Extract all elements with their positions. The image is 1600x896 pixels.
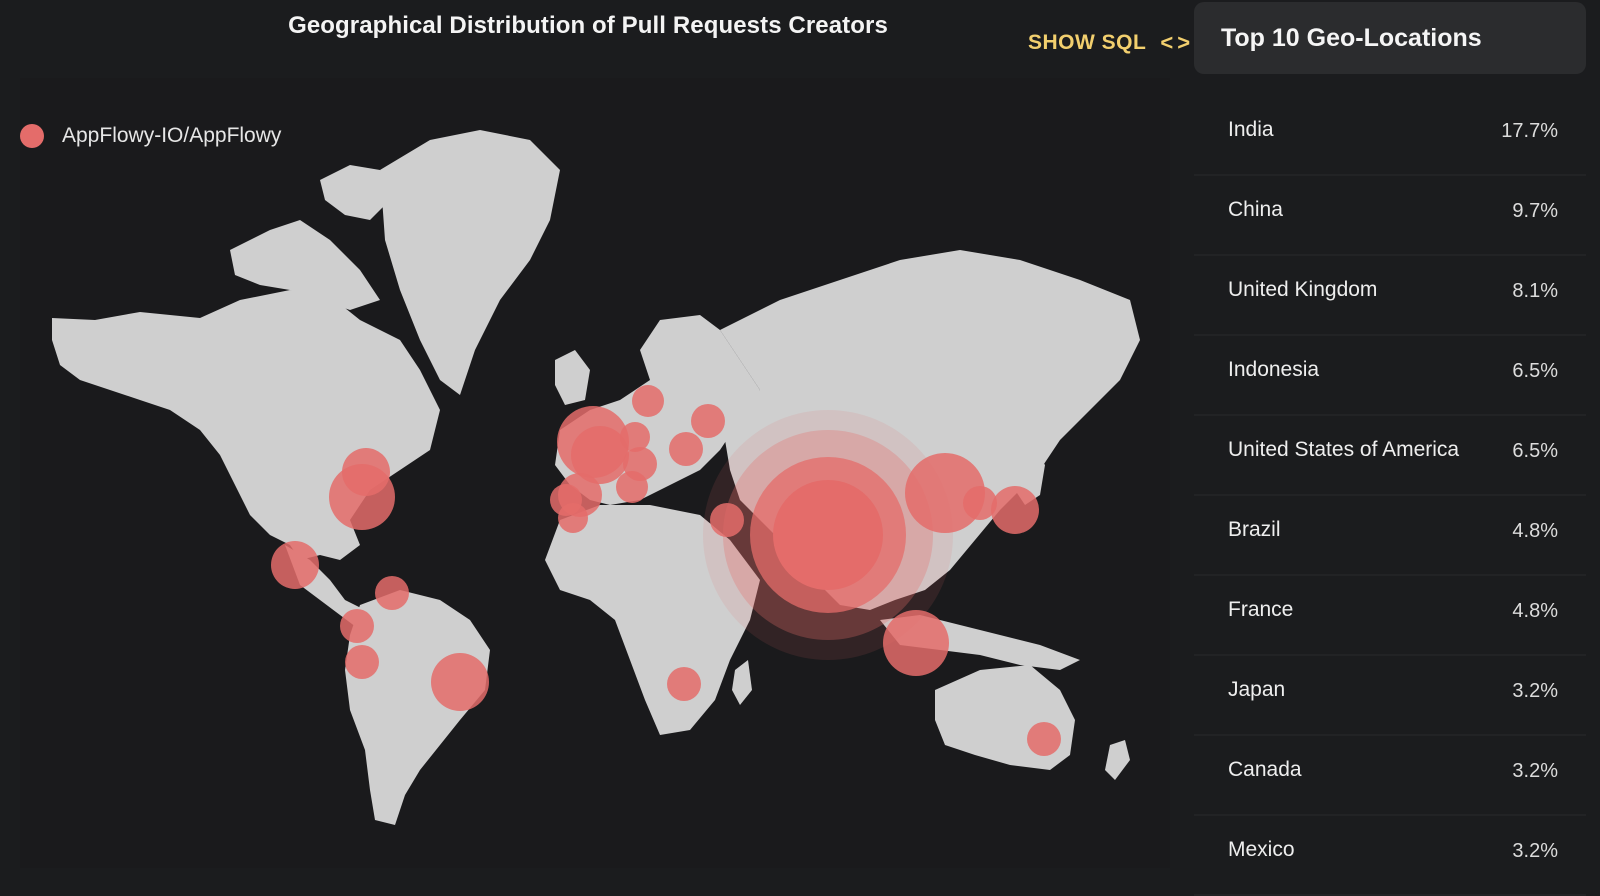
bubble-japan [991,486,1039,534]
country-percentage: 6.5% [1512,440,1558,462]
bubble-sweden [632,385,664,417]
list-item[interactable]: Indonesia 6.5% [1194,336,1586,416]
country-percentage: 3.2% [1512,760,1558,782]
chart-title: Geographical Distribution of Pull Reques… [288,12,888,39]
country-name: France [1228,598,1294,621]
landmass-australia [935,665,1075,770]
bubble-ukraine [669,432,703,466]
country-percentage: 4.8% [1512,600,1558,622]
bubble-egypt [710,503,744,537]
country-name: China [1228,198,1283,221]
bubble-mexico [271,541,319,589]
chart-legend[interactable]: AppFlowy-IO/AppFlowy [20,124,281,148]
country-name: Canada [1228,758,1302,781]
landmass-arctic-islands [230,220,380,310]
bubbles [271,385,1061,756]
country-name: Japan [1228,678,1286,701]
bubble-australia [1027,722,1061,756]
landmass-greenland [380,130,560,395]
bubble-morocco [558,503,588,533]
show-sql-button[interactable]: SHOW SQL < > [1028,30,1190,56]
country-name: India [1228,118,1274,141]
top-locations-title: Top 10 Geo-Locations [1221,24,1482,52]
bubble-china [905,453,985,533]
bubble-canada [342,448,390,496]
list-item[interactable]: France 4.8% [1194,576,1586,656]
bubble-france [571,426,629,484]
country-name: Brazil [1228,518,1281,541]
code-icon: < > [1160,30,1190,55]
country-percentage: 9.7% [1512,200,1558,222]
bubble-south-africa [667,667,701,701]
list-item[interactable]: India 17.7% [1194,96,1586,176]
country-percentage: 17.7% [1501,120,1558,142]
bubble-peru [345,645,379,679]
show-sql-label: SHOW SQL [1028,31,1147,54]
list-item[interactable]: United States of America 6.5% [1194,416,1586,496]
list-item[interactable]: United Kingdom 8.1% [1194,256,1586,336]
country-name: United States of America [1228,438,1460,461]
world-map[interactable] [0,0,1176,888]
country-name: United Kingdom [1228,278,1378,301]
legend-dot-icon [20,124,44,148]
list-item[interactable]: Mexico 3.2% [1194,816,1586,896]
country-percentage: 3.2% [1512,680,1558,702]
country-percentage: 4.8% [1512,520,1558,542]
bubble-indonesia [883,610,949,676]
list-item[interactable]: Brazil 4.8% [1194,496,1586,576]
list-item[interactable]: Canada 3.2% [1194,736,1586,816]
country-percentage: 3.2% [1512,840,1558,862]
bubble-india [773,480,883,590]
landmass-south-america [345,590,490,825]
list-item[interactable]: China 9.7% [1194,176,1586,256]
landmass-africa [545,505,760,735]
top-locations-header: Top 10 Geo-Locations [1194,2,1586,74]
bubble-colombia [340,609,374,643]
bubble-cuba [375,576,409,610]
country-percentage: 8.1% [1512,280,1558,302]
bubble-russia [691,404,725,438]
country-name: Indonesia [1228,358,1320,381]
bubble-brazil [431,653,489,711]
top-locations-list: India 17.7% China 9.7% United Kingdom 8.1% … [1194,96,1586,896]
legend-label: AppFlowy-IO/AppFlowy [62,124,282,147]
top-locations-panel: Top 10 Geo-Locations India 17.7% China 9.7… [1194,2,1586,896]
list-item[interactable]: Japan 3.2% [1194,656,1586,736]
bubble-greece [616,471,648,503]
bubble-korea [963,486,997,520]
country-name: Mexico [1228,838,1295,861]
bubble-germany [620,422,650,452]
country-percentage: 6.5% [1512,360,1558,382]
